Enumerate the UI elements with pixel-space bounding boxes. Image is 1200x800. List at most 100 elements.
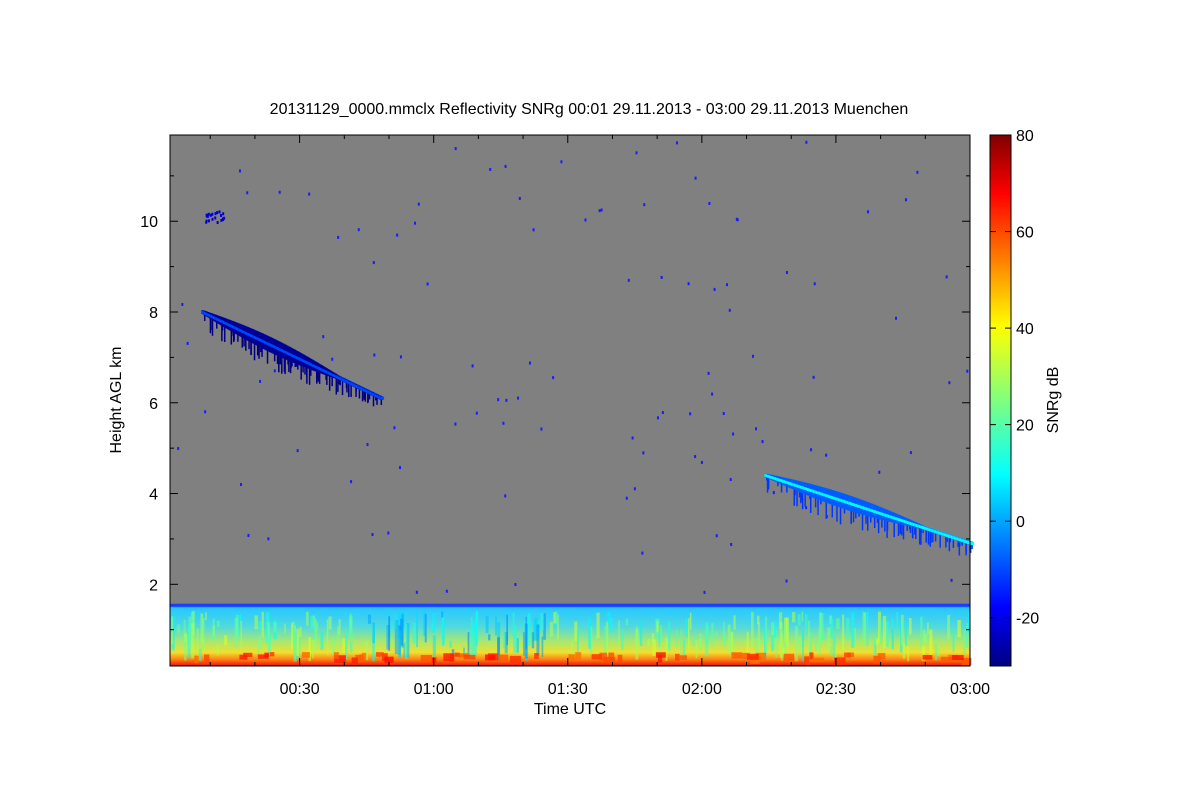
boundary-layer-streak xyxy=(328,616,332,630)
boundary-layer-streak xyxy=(656,621,659,633)
boundary-layer-streak xyxy=(296,628,300,657)
boundary-layer-streak xyxy=(896,611,899,637)
boundary-layer-streak xyxy=(473,620,477,656)
boundary-layer-streak xyxy=(934,644,938,661)
cirrus-fall-streak xyxy=(930,531,932,543)
cirrus-fall-streak xyxy=(794,490,796,496)
boundary-layer-streak xyxy=(240,620,242,651)
noise-speckle xyxy=(966,369,969,373)
boundary-layer-hotspot xyxy=(194,655,199,664)
boundary-layer-streak xyxy=(905,621,907,646)
cirrus-fall-streak xyxy=(786,485,788,493)
cirrus-fall-streak xyxy=(266,349,269,364)
cirrus-fall-streak xyxy=(316,371,318,384)
boundary-layer-streak xyxy=(201,638,205,650)
boundary-layer-streak xyxy=(332,637,335,655)
noise-speckle xyxy=(415,590,418,594)
boundary-layer-streak xyxy=(267,621,270,650)
noise-speckle xyxy=(366,443,369,447)
boundary-layer-streak xyxy=(202,618,205,642)
boundary-layer-streak xyxy=(746,631,749,658)
boundary-layer-streak xyxy=(571,640,574,657)
noise-speckle xyxy=(711,392,714,396)
boundary-layer-hotspot xyxy=(359,654,364,662)
cirrus-fall-streak xyxy=(945,537,947,548)
boundary-layer-hotspot xyxy=(498,654,509,663)
noise-speckle xyxy=(560,160,563,164)
noise-speckle xyxy=(713,287,716,291)
boundary-layer-streak xyxy=(291,622,294,650)
boundary-layer-hotspot xyxy=(844,652,851,658)
boundary-layer-streak xyxy=(692,637,695,647)
boundary-layer-streak xyxy=(827,627,831,654)
boundary-layer-streak xyxy=(830,646,833,656)
noise-speckle xyxy=(502,421,505,425)
cirrus-fall-streak xyxy=(231,331,233,336)
cirrus-fall-streak xyxy=(348,384,350,398)
cirrus-fall-streak xyxy=(948,537,951,552)
boundary-layer-streak xyxy=(682,639,686,658)
boundary-layer-streak xyxy=(668,621,671,651)
colorbar-tick-label: 20 xyxy=(1016,418,1034,435)
noise-speckle xyxy=(948,381,951,385)
boundary-layer-streak xyxy=(516,637,520,653)
boundary-layer-streak xyxy=(524,623,528,659)
boundary-layer-hotspot xyxy=(361,652,367,661)
cirrus-fall-streak xyxy=(279,355,282,365)
cirrus-fall-streak xyxy=(777,481,779,487)
cirrus-fall-streak xyxy=(346,383,348,393)
boundary-layer-streak xyxy=(423,610,426,636)
boundary-layer-streak xyxy=(618,620,620,646)
x-tick-label: 03:00 xyxy=(950,681,990,698)
boundary-layer-streak xyxy=(900,614,904,646)
noise-speckle xyxy=(810,448,813,452)
boundary-layer-streak xyxy=(320,632,324,650)
high-cloud-pixel xyxy=(209,213,212,217)
boundary-layer-hotspot xyxy=(599,652,607,661)
noise-speckle xyxy=(505,398,508,402)
boundary-layer-streak xyxy=(557,614,559,640)
cirrus-fall-streak xyxy=(273,353,276,362)
noise-speckle xyxy=(308,192,311,196)
cirrus-fall-streak xyxy=(971,545,973,549)
cirrus-fall-streak xyxy=(867,515,869,531)
boundary-layer-streak xyxy=(921,646,925,661)
boundary-layer-streak xyxy=(607,611,611,623)
noise-speckle xyxy=(916,170,919,174)
cirrus-fall-streak xyxy=(884,520,886,532)
cirrus-fall-streak xyxy=(952,538,955,548)
noise-speckle xyxy=(238,169,241,173)
boundary-layer-streak xyxy=(908,618,912,635)
boundary-layer-streak xyxy=(394,619,399,655)
noise-speckle xyxy=(371,533,374,537)
boundary-layer-streak xyxy=(555,611,558,626)
noise-speckle xyxy=(755,427,758,431)
boundary-layer-streak xyxy=(188,616,192,649)
boundary-layer-streak xyxy=(809,631,812,659)
boundary-layer-hotspot xyxy=(509,655,521,663)
noise-speckle xyxy=(635,151,638,155)
cirrus-fall-streak xyxy=(358,388,361,399)
boundary-layer-streak xyxy=(386,625,390,650)
noise-speckle xyxy=(540,427,543,431)
boundary-layer-streak xyxy=(689,612,692,630)
boundary-layer-streak xyxy=(196,628,199,661)
cirrus-fall-streak xyxy=(337,378,339,392)
colorbar-tick-label: -20 xyxy=(1016,611,1039,628)
noise-speckle xyxy=(600,208,603,212)
boundary-layer-streak xyxy=(424,613,427,643)
noise-speckle xyxy=(504,494,507,498)
cirrus-fall-streak xyxy=(927,530,930,545)
cirrus-fall-streak xyxy=(922,529,924,534)
boundary-layer-streak xyxy=(216,645,219,656)
noise-speckle xyxy=(399,466,402,470)
cirrus-fall-streak xyxy=(861,514,864,531)
boundary-layer-streak xyxy=(891,629,894,650)
noise-speckle xyxy=(246,191,249,195)
boundary-layer-streak xyxy=(349,615,353,640)
noise-speckle xyxy=(751,354,754,358)
cirrus-fall-streak xyxy=(897,523,900,536)
boundary-layer-streak xyxy=(785,617,789,647)
boundary-layer-hotspot xyxy=(591,654,602,660)
boundary-layer-streak xyxy=(885,621,889,648)
